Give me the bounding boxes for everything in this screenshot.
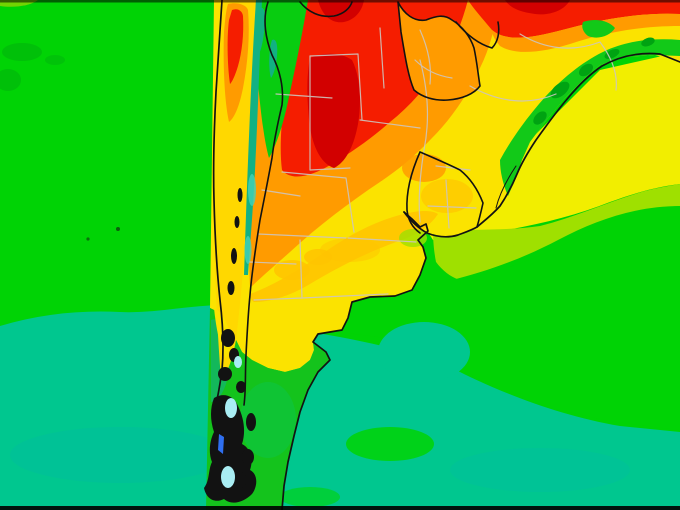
brazil-red-dark-core <box>505 0 570 15</box>
pacific-cool-patch <box>45 55 65 65</box>
mountain-blob <box>221 329 235 347</box>
glacier-cyan-patch <box>234 356 242 368</box>
pacific-south-teal <box>0 305 250 510</box>
province-line <box>309 53 363 121</box>
glacier-cyan-patch <box>221 466 235 488</box>
brazil-state-lines <box>469 33 617 102</box>
patagonia-teal-tinge <box>240 382 296 458</box>
bolivia-border <box>299 1 353 18</box>
parana-river-line <box>418 59 429 223</box>
mountain-fleck <box>231 248 237 264</box>
province-line <box>309 55 351 171</box>
letterbox-top <box>0 0 680 3</box>
atlantic-green-patch <box>280 487 340 507</box>
atlantic-chartreuse-band <box>433 184 680 280</box>
serra-dark-patch <box>604 49 620 59</box>
paraguay-border <box>397 1 481 101</box>
brazil-coastline <box>476 52 680 228</box>
atlantic-teal-patch <box>378 322 470 382</box>
andes-cyan-dash <box>248 174 256 206</box>
chile-red-core <box>227 9 244 84</box>
mountain-fleck <box>234 216 240 228</box>
mountain-blob <box>242 449 254 465</box>
pacific-teal-deep-streak <box>10 427 230 483</box>
mountain-fleck <box>227 281 235 295</box>
mountain-fleck <box>237 188 243 202</box>
atlantic-green-band <box>330 206 680 430</box>
uruguay-orange-tongue <box>402 154 446 182</box>
atlantic-green-patch <box>346 427 434 461</box>
glacier-cyan-patch <box>225 398 237 418</box>
mountain-blob <box>233 472 247 488</box>
chile-argentina-border <box>243 1 284 406</box>
chile-coastline <box>212 0 224 401</box>
chile-yellow-strip <box>213 0 256 378</box>
mountain-blob <box>246 413 256 431</box>
serra-green-spur <box>582 20 615 38</box>
uruguay-border <box>406 151 484 234</box>
pacific-cool-patch <box>0 69 21 91</box>
province-borders <box>249 27 617 301</box>
serra-dark-patch <box>578 63 594 77</box>
argentina-coastline <box>281 211 429 510</box>
misiones-border <box>455 21 500 49</box>
province-line <box>253 297 303 301</box>
andes-teal-strip <box>244 0 262 275</box>
coastlines <box>212 0 680 510</box>
andes-cyan-dash <box>244 236 252 264</box>
estuary-chartreuse <box>399 229 427 247</box>
country-borders <box>243 1 500 406</box>
red-dark-core <box>307 53 360 168</box>
pacific-cool-patch <box>2 43 42 61</box>
pampas-amber-patch <box>320 238 380 262</box>
atlantic-teal-deep-streak <box>450 448 630 492</box>
province-line <box>257 233 347 239</box>
lagoon-inner-line <box>495 165 517 209</box>
serra-dark-patch <box>533 111 547 125</box>
province-line <box>281 171 355 233</box>
mountain-blob <box>236 381 246 393</box>
province-line <box>275 93 333 99</box>
ocean-speck <box>116 227 120 231</box>
serra-dark-patch <box>641 37 655 47</box>
glacier-blue-sliver <box>218 434 224 454</box>
paraguay-river-lines <box>414 29 453 85</box>
nw-highlands-green <box>252 0 308 158</box>
ocean-speck <box>86 237 90 241</box>
cuyo-lines <box>249 189 301 265</box>
province-line <box>347 237 417 243</box>
rio-de-la-plata-north-shore <box>403 211 478 238</box>
letterbox-bottom <box>0 506 680 510</box>
uruguay-department-lines <box>427 165 477 229</box>
chaco-lines <box>359 27 421 129</box>
border-layer <box>212 0 680 510</box>
atlantic-south-teal <box>260 330 680 510</box>
